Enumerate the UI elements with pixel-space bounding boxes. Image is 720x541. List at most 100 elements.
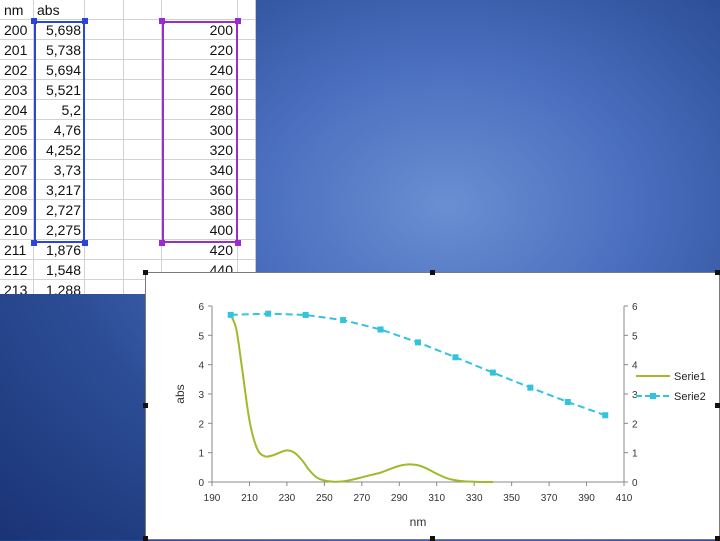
abs-cell[interactable]: 4,252 xyxy=(34,140,85,160)
abs-cell[interactable]: 1,288 xyxy=(34,280,85,294)
chart-resize-handle[interactable] xyxy=(143,270,148,275)
empty-cell[interactable] xyxy=(124,80,162,100)
empty-cell[interactable] xyxy=(238,220,255,240)
empty-cell[interactable] xyxy=(85,160,124,180)
empty-cell[interactable] xyxy=(85,80,124,100)
chart-resize-handle[interactable] xyxy=(715,536,720,541)
selection-handle[interactable] xyxy=(31,18,37,24)
value-cell[interactable]: 260 xyxy=(162,80,238,100)
nm-cell[interactable]: 205 xyxy=(0,120,34,140)
abs-cell[interactable]: 5,521 xyxy=(34,80,85,100)
nm-cell[interactable]: 208 xyxy=(0,180,34,200)
empty-cell[interactable] xyxy=(124,20,162,40)
empty-cell[interactable] xyxy=(238,180,255,200)
chart-resize-handle[interactable] xyxy=(143,536,148,541)
chart-resize-handle[interactable] xyxy=(143,403,148,408)
selection-handle[interactable] xyxy=(159,18,165,24)
abs-cell[interactable]: 2,727 xyxy=(34,200,85,220)
abs-cell[interactable]: 1,548 xyxy=(34,260,85,280)
selection-handle[interactable] xyxy=(82,240,88,246)
chart-resize-handle[interactable] xyxy=(715,403,720,408)
abs-cell[interactable]: 4,76 xyxy=(34,120,85,140)
empty-cell[interactable] xyxy=(124,220,162,240)
empty-cell[interactable] xyxy=(85,100,124,120)
empty-cell[interactable] xyxy=(238,40,255,60)
value-cell[interactable]: 420 xyxy=(162,240,238,260)
abs-cell[interactable]: 3,217 xyxy=(34,180,85,200)
empty-cell[interactable] xyxy=(85,200,124,220)
abs-cell[interactable]: 1,876 xyxy=(34,240,85,260)
empty-cell[interactable] xyxy=(238,60,255,80)
chart-resize-handle[interactable] xyxy=(430,270,435,275)
abs-cell[interactable]: 3,73 xyxy=(34,160,85,180)
empty-cell[interactable] xyxy=(124,140,162,160)
empty-cell[interactable] xyxy=(238,160,255,180)
empty-cell[interactable] xyxy=(124,160,162,180)
selection-handle[interactable] xyxy=(235,240,241,246)
empty-cell[interactable] xyxy=(124,100,162,120)
spreadsheet-grid[interactable]: nm abs 200 5,698 200 201 5,738 220 202 5,694 240 20… xyxy=(0,0,256,294)
empty-cell[interactable] xyxy=(85,40,124,60)
empty-cell[interactable] xyxy=(124,60,162,80)
empty-cell[interactable] xyxy=(124,120,162,140)
abs-cell[interactable]: 5,694 xyxy=(34,60,85,80)
abs-cell[interactable]: 5,738 xyxy=(34,40,85,60)
empty-cell[interactable] xyxy=(85,220,124,240)
header-abs-cell[interactable]: abs xyxy=(34,0,85,20)
empty-cell[interactable] xyxy=(238,100,255,120)
value-cell[interactable]: 280 xyxy=(162,100,238,120)
value-cell[interactable]: 300 xyxy=(162,120,238,140)
abs-cell[interactable]: 5,2 xyxy=(34,100,85,120)
abs-cell[interactable]: 2,275 xyxy=(34,220,85,240)
value-cell[interactable]: 220 xyxy=(162,40,238,60)
chart-area[interactable]: 0 0 1 1 2 2 3 3 4 4 5 5 6 6 190 210 230 250 270 290 310 330 35… xyxy=(143,270,720,541)
empty-cell[interactable] xyxy=(124,240,162,260)
selection-handle[interactable] xyxy=(31,240,37,246)
empty-cell[interactable] xyxy=(162,0,238,20)
selection-handle[interactable] xyxy=(159,240,165,246)
nm-cell[interactable]: 209 xyxy=(0,200,34,220)
selection-handle[interactable] xyxy=(82,18,88,24)
nm-cell[interactable]: 213 xyxy=(0,280,34,294)
nm-cell[interactable]: 204 xyxy=(0,100,34,120)
empty-cell[interactable] xyxy=(238,0,255,20)
empty-cell[interactable] xyxy=(85,0,124,20)
empty-cell[interactable] xyxy=(85,260,124,280)
chart-resize-handle[interactable] xyxy=(430,536,435,541)
nm-cell[interactable]: 207 xyxy=(0,160,34,180)
empty-cell[interactable] xyxy=(85,240,124,260)
empty-cell[interactable] xyxy=(238,80,255,100)
value-cell[interactable]: 400 xyxy=(162,220,238,240)
selection-handle[interactable] xyxy=(235,18,241,24)
value-cell[interactable]: 360 xyxy=(162,180,238,200)
empty-cell[interactable] xyxy=(238,200,255,220)
empty-cell[interactable] xyxy=(85,140,124,160)
chart-resize-handle[interactable] xyxy=(715,270,720,275)
value-cell[interactable]: 380 xyxy=(162,200,238,220)
nm-cell[interactable]: 212 xyxy=(0,260,34,280)
empty-cell[interactable] xyxy=(238,140,255,160)
empty-cell[interactable] xyxy=(238,120,255,140)
nm-cell[interactable]: 202 xyxy=(0,60,34,80)
empty-cell[interactable] xyxy=(124,200,162,220)
value-cell[interactable]: 240 xyxy=(162,60,238,80)
nm-cell[interactable]: 210 xyxy=(0,220,34,240)
nm-cell[interactable]: 206 xyxy=(0,140,34,160)
nm-cell[interactable]: 201 xyxy=(0,40,34,60)
empty-cell[interactable] xyxy=(124,40,162,60)
value-cell[interactable]: 200 xyxy=(162,20,238,40)
nm-cell[interactable]: 200 xyxy=(0,20,34,40)
value-cell[interactable]: 320 xyxy=(162,140,238,160)
empty-cell[interactable] xyxy=(85,280,124,294)
nm-cell[interactable]: 203 xyxy=(0,80,34,100)
value-cell[interactable]: 340 xyxy=(162,160,238,180)
empty-cell[interactable] xyxy=(124,180,162,200)
empty-cell[interactable] xyxy=(85,60,124,80)
empty-cell[interactable] xyxy=(85,120,124,140)
empty-cell[interactable] xyxy=(85,180,124,200)
empty-cell[interactable] xyxy=(85,20,124,40)
nm-cell[interactable]: 211 xyxy=(0,240,34,260)
empty-cell[interactable] xyxy=(124,260,162,280)
header-nm-cell[interactable]: nm xyxy=(0,0,34,20)
empty-cell[interactable] xyxy=(124,0,162,20)
